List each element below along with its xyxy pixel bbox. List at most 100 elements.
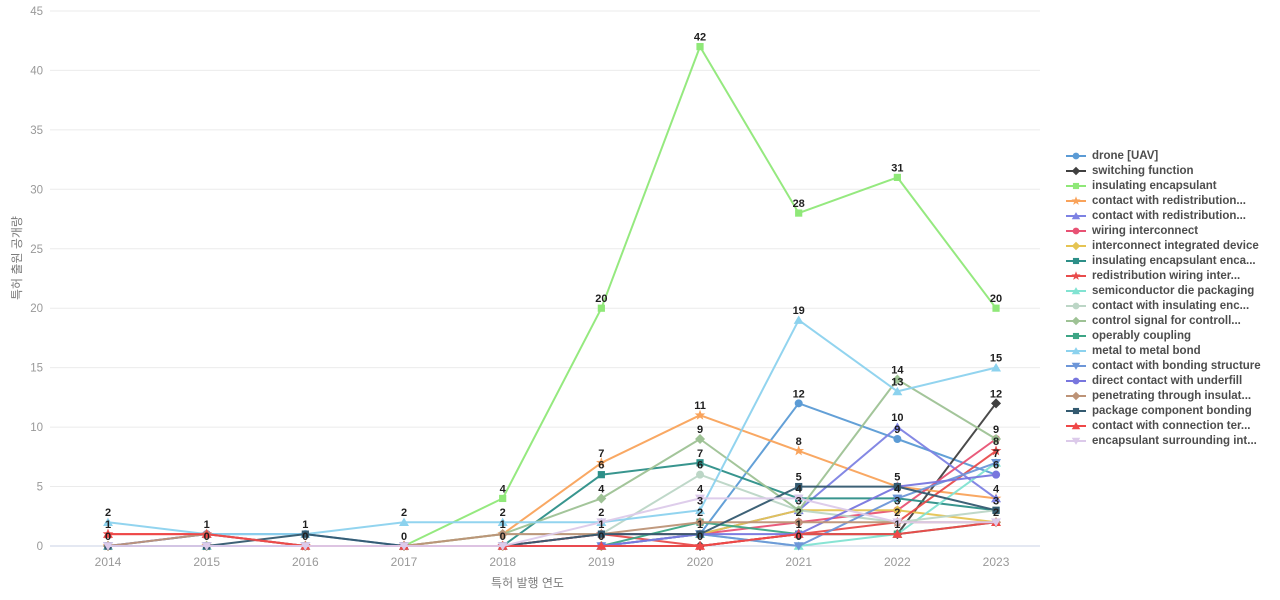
legend-item-9[interactable]: semiconductor die packaging	[1065, 283, 1261, 298]
data-point-label: 1	[894, 519, 900, 531]
data-point-label: 2	[105, 507, 111, 519]
legend-label: switching function	[1092, 164, 1194, 177]
legend-label: insulating encapsulant enca...	[1092, 254, 1256, 267]
legend-item-14[interactable]: contact with bonding structure	[1065, 358, 1261, 373]
legend-item-1[interactable]: switching function	[1065, 163, 1261, 178]
legend-item-10[interactable]: contact with insulating enc...	[1065, 298, 1261, 313]
legend-marker-icon	[1066, 195, 1086, 205]
legend-item-19[interactable]: encapsulant surrounding int...	[1065, 433, 1261, 448]
data-point-label: 1	[302, 519, 308, 531]
data-point-label: 12	[990, 388, 1002, 400]
data-point-marker	[893, 482, 901, 491]
legend-label: contact with connection ter...	[1092, 419, 1251, 432]
legend-marker-icon	[1066, 241, 1086, 250]
legend-item-18[interactable]: contact with connection ter...	[1065, 418, 1261, 433]
legend-marker-icon	[1066, 166, 1086, 175]
data-point-marker	[892, 505, 903, 516]
legend-marker-icon	[1066, 270, 1086, 280]
data-point-marker	[1071, 195, 1081, 205]
data-point-marker	[793, 315, 804, 324]
data-point-marker	[103, 542, 113, 551]
legend-item-12[interactable]: operably coupling	[1065, 328, 1261, 343]
legend-marker-icon	[1066, 152, 1086, 159]
data-point-marker	[991, 398, 1002, 409]
data-point-marker	[497, 542, 508, 551]
data-point-marker	[597, 304, 605, 312]
series-line	[107, 319, 997, 536]
data-point-label: 7	[993, 448, 999, 460]
y-tick-label: 20	[30, 303, 43, 315]
legend-label: direct contact with underfill	[1092, 374, 1243, 387]
legend-marker-icon	[1066, 346, 1086, 354]
y-tick-label: 35	[30, 125, 43, 137]
data-point-marker	[499, 494, 507, 503]
data-point-label: 3	[796, 495, 802, 507]
legend-item-11[interactable]: control signal for controll...	[1065, 313, 1261, 328]
data-point-label: 4	[500, 483, 507, 495]
data-point-marker	[596, 541, 607, 550]
data-point-marker	[892, 422, 903, 431]
x-tick-label: 2014	[95, 555, 122, 569]
legend-marker-icon	[1066, 286, 1086, 294]
data-point-label: 42	[694, 32, 706, 44]
data-point-marker	[1071, 391, 1081, 400]
data-point-marker	[795, 482, 803, 491]
legend-item-13[interactable]: metal to metal bond	[1065, 343, 1261, 358]
legend-item-4[interactable]: contact with redistribution...	[1065, 208, 1261, 223]
data-point-label: 3	[697, 495, 703, 507]
data-point-label: 14	[891, 365, 904, 377]
data-point-marker	[893, 434, 902, 443]
data-point-marker	[300, 542, 311, 551]
legend-item-0[interactable]: drone [UAV]	[1065, 148, 1261, 163]
data-point-marker	[1071, 166, 1081, 175]
legend-item-5[interactable]: wiring interconnect	[1065, 223, 1261, 238]
data-point-label: 5	[894, 472, 900, 484]
data-point-marker	[695, 517, 706, 528]
data-point-marker	[201, 542, 212, 551]
data-point-label: 0	[697, 531, 703, 543]
x-tick-label: 2015	[193, 555, 220, 569]
series-3	[102, 409, 1002, 551]
data-point-marker	[1071, 362, 1081, 370]
legend-item-6[interactable]: interconnect integrated device	[1065, 238, 1261, 253]
legend-item-8[interactable]: redistribution wiring inter...	[1065, 268, 1261, 283]
data-point-label: 4	[796, 483, 803, 495]
legend-label: control signal for controll...	[1092, 314, 1241, 327]
data-point-marker	[696, 470, 705, 479]
data-point-label: 1	[105, 519, 111, 531]
legend-item-16[interactable]: penetrating through insulat...	[1065, 388, 1261, 403]
legend-item-2[interactable]: insulating encapsulant	[1065, 178, 1261, 193]
x-tick-label: 2022	[884, 555, 911, 569]
data-point-label: 9	[697, 424, 703, 436]
y-tick-label: 45	[30, 6, 43, 18]
y-tick-label: 25	[30, 244, 43, 256]
series-line	[107, 521, 997, 547]
x-tick-label: 2016	[292, 555, 319, 569]
legend-marker-icon	[1066, 332, 1086, 339]
data-point-label: 1	[204, 519, 210, 531]
series-line	[107, 45, 997, 547]
legend-marker-icon	[1066, 377, 1086, 384]
data-point-label: 8	[796, 436, 802, 448]
legend-label: contact with redistribution...	[1092, 209, 1246, 222]
legend-label: wiring interconnect	[1092, 224, 1199, 237]
data-point-marker	[794, 399, 803, 408]
x-axis-title: 특허 발행 연도	[491, 576, 564, 590]
legend-label: contact with bonding structure	[1092, 359, 1261, 372]
data-point-marker	[1072, 152, 1080, 159]
data-point-label: 3	[993, 495, 999, 507]
data-point-marker	[892, 386, 903, 396]
data-point-marker	[1072, 257, 1080, 264]
data-point-label: 1	[697, 519, 703, 531]
legend-item-15[interactable]: direct contact with underfill	[1065, 373, 1261, 388]
data-point-marker	[497, 517, 508, 527]
legend-item-3[interactable]: contact with redistribution...	[1065, 193, 1261, 208]
data-point-marker	[695, 505, 706, 515]
data-point-label: 8	[993, 436, 999, 448]
legend-item-7[interactable]: insulating encapsulant enca...	[1065, 253, 1261, 268]
legend-item-17[interactable]: package component bonding	[1065, 403, 1261, 418]
legend-label: semiconductor die packaging	[1092, 284, 1255, 297]
data-point-label: 20	[990, 293, 1002, 305]
data-point-label: 11	[694, 400, 706, 412]
